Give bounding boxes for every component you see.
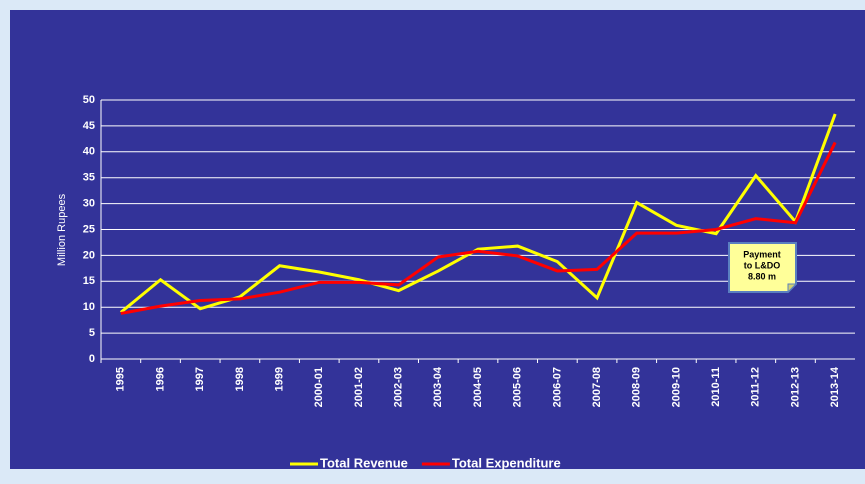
- x-tick-label: 1995: [115, 367, 127, 391]
- legend-label: Total Expenditure: [452, 455, 561, 470]
- y-tick-label: 35: [83, 172, 95, 184]
- y-tick-label: 5: [89, 327, 95, 339]
- x-tick-label: 2010-11: [710, 367, 722, 407]
- annotation-fold: [787, 283, 798, 294]
- y-tick-label: 20: [83, 249, 95, 261]
- y-tick-label: 10: [83, 301, 95, 313]
- chart-background: [10, 10, 865, 469]
- legend-label: Total Revenue: [320, 455, 408, 470]
- x-tick-label: 2007-08: [591, 367, 603, 407]
- series-line: [120, 141, 837, 315]
- annotation-text: 8.80 m: [748, 271, 776, 281]
- y-tick-label: 0: [89, 353, 95, 365]
- y-tick-label: 30: [83, 198, 95, 210]
- x-tick-label: 2001-02: [353, 367, 365, 407]
- x-tick-label: 1999: [273, 367, 285, 391]
- x-tick-label: 1998: [234, 367, 246, 391]
- x-tick-label: 2012-13: [789, 367, 801, 407]
- y-tick-label: 25: [83, 223, 95, 235]
- y-tick-label: 50: [83, 94, 95, 106]
- x-tick-label: 2006-07: [551, 367, 563, 407]
- x-tick-label: 2011-12: [750, 367, 762, 407]
- x-tick-label: 2003-04: [432, 366, 444, 407]
- x-tick-label: 1997: [194, 367, 206, 391]
- x-tick-label: 2004-05: [472, 367, 484, 407]
- y-tick-label: 15: [83, 275, 95, 287]
- y-tick-label: 40: [83, 146, 95, 158]
- annotation-text: to L&DO: [744, 260, 781, 270]
- x-tick-label: 2009-10: [670, 367, 682, 407]
- series-line: [119, 113, 837, 314]
- x-tick-label: 2000-01: [313, 367, 325, 407]
- y-tick-label: 45: [83, 120, 95, 132]
- x-tick-label: 2008-09: [631, 367, 643, 407]
- y-axis-label: Million Rupees: [56, 193, 68, 266]
- x-tick-label: 2002-03: [393, 367, 405, 407]
- annotation-text: Payment: [743, 249, 781, 259]
- x-tick-label: 1996: [154, 367, 166, 391]
- x-tick-label: 2013-14: [829, 366, 841, 407]
- x-tick-label: 2005-06: [512, 367, 524, 407]
